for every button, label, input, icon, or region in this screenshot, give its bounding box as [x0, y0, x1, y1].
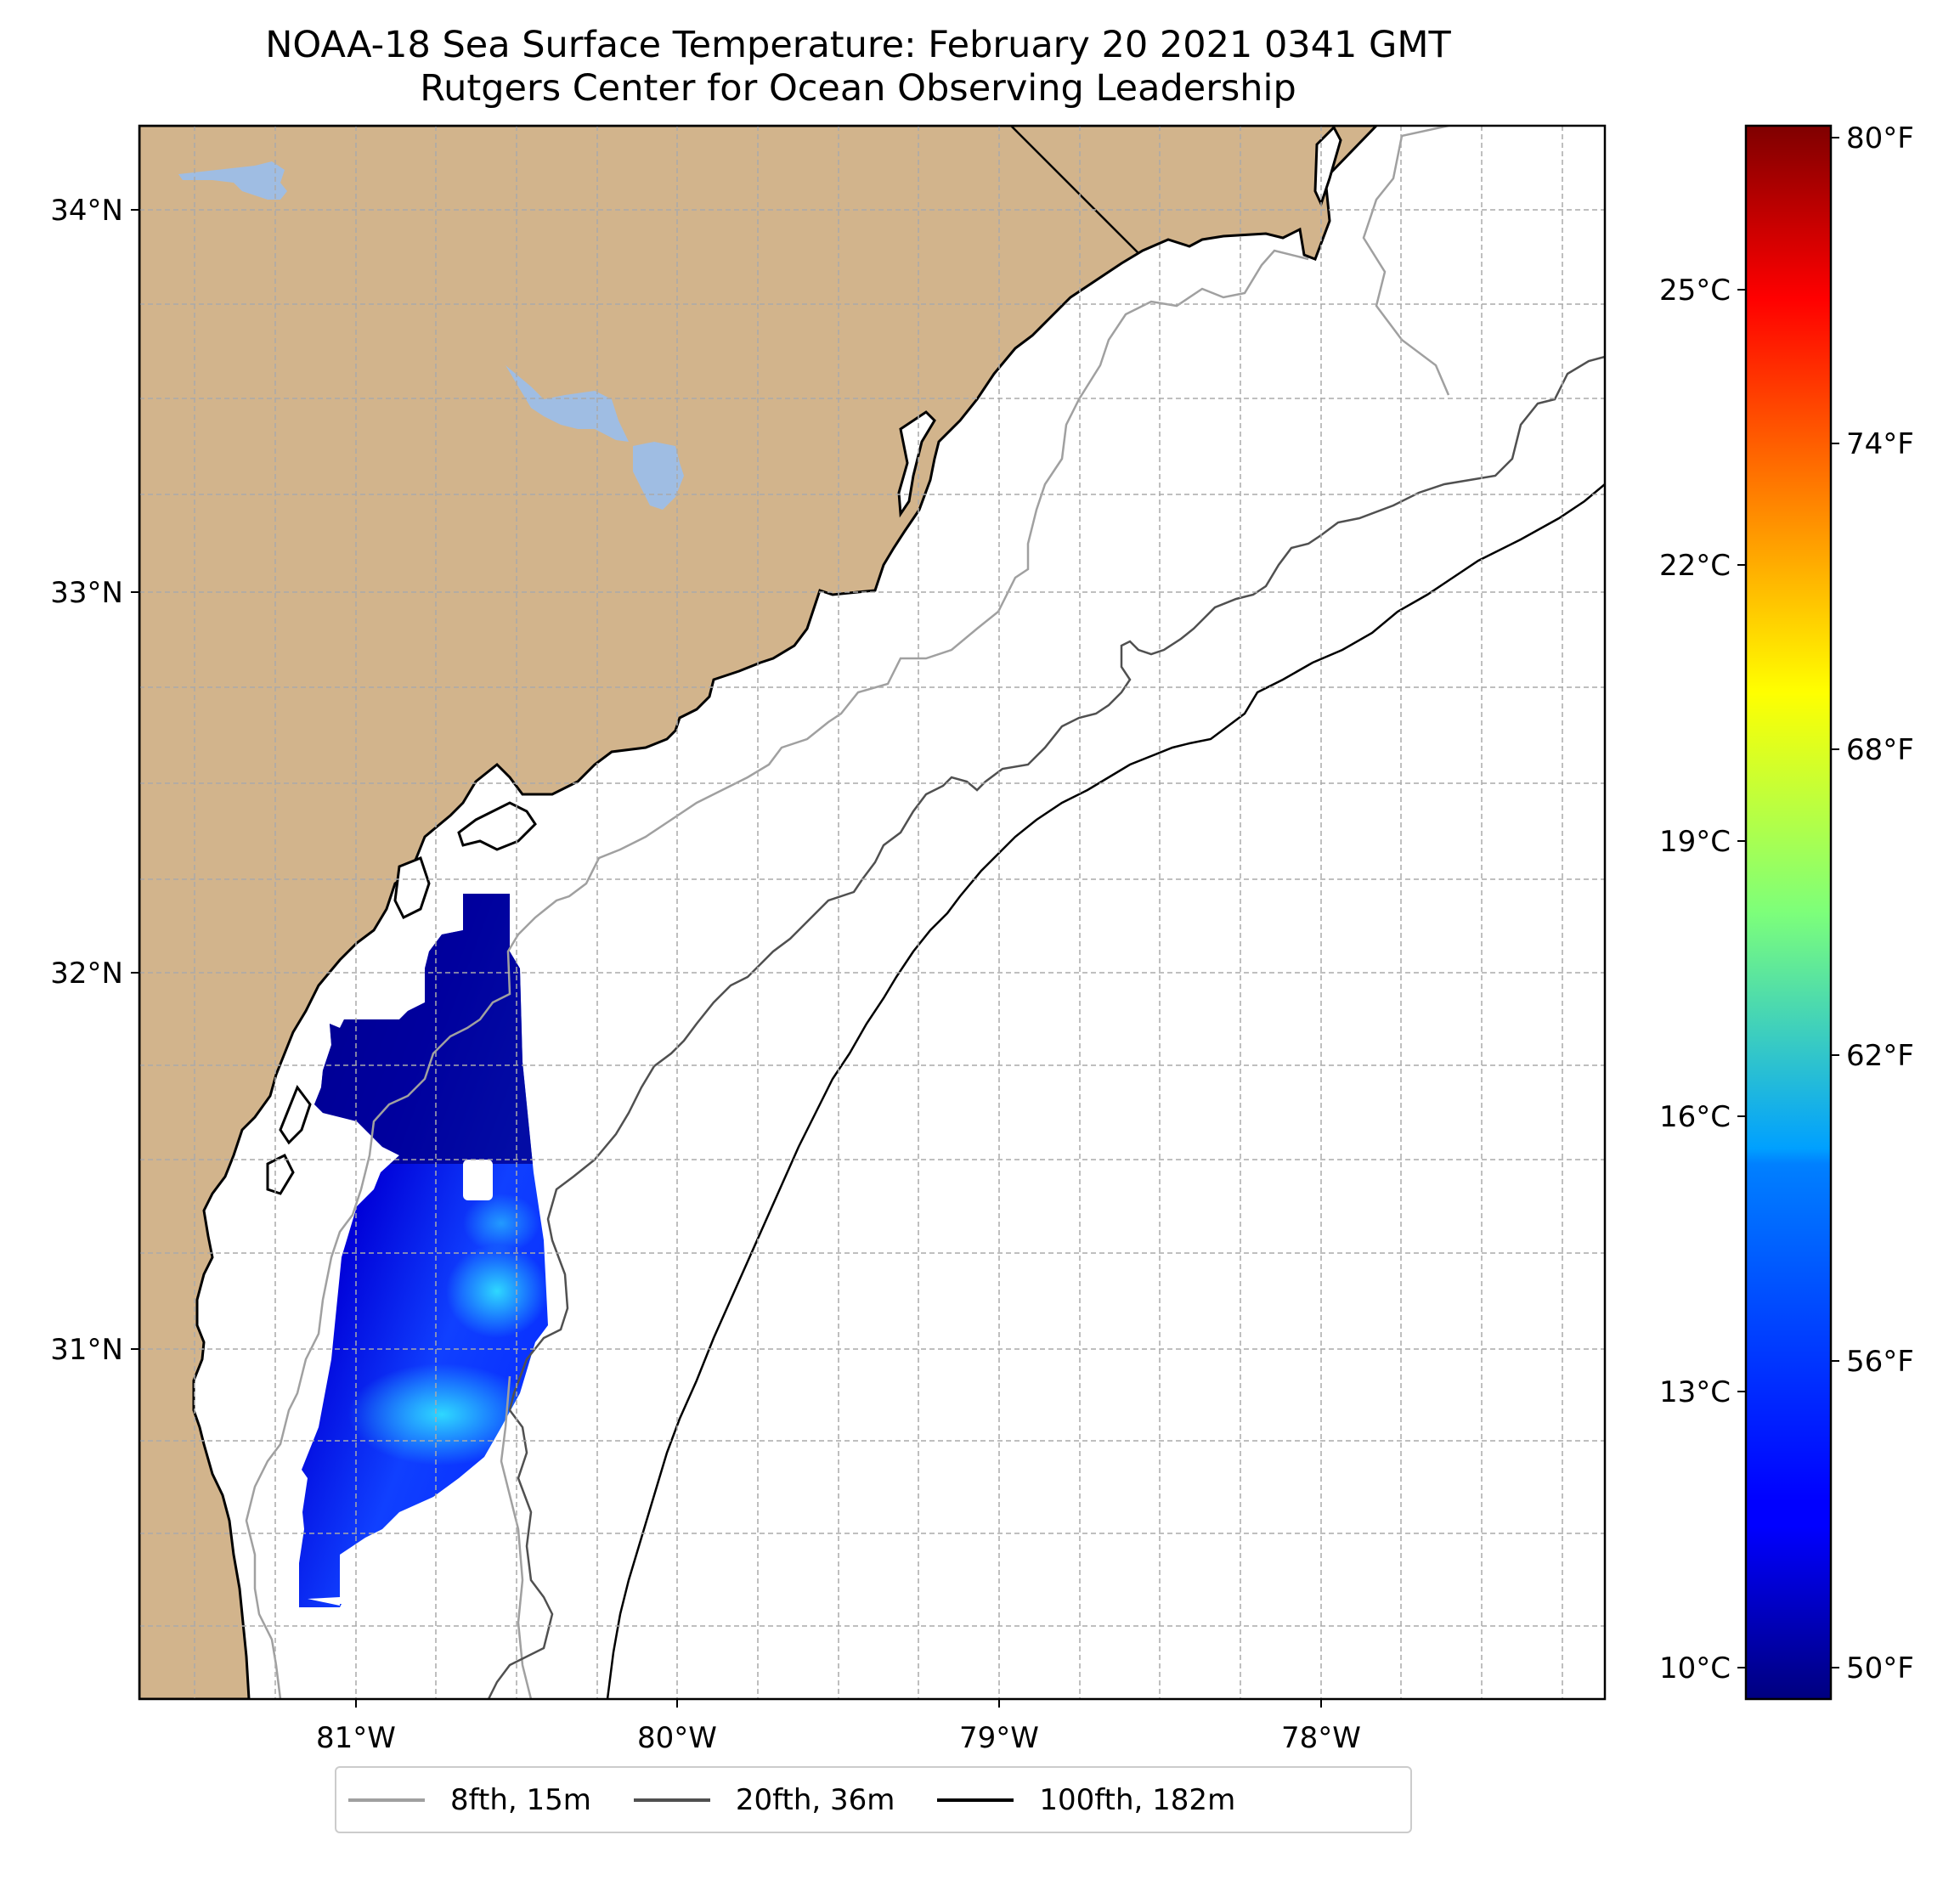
lat-label-34: 34°N — [50, 194, 123, 228]
lake-moultrie — [633, 442, 684, 510]
state-border — [1010, 126, 1139, 254]
colorbar-label-74f: 74°F — [1846, 427, 1914, 461]
colorbar — [1744, 124, 1833, 1701]
colorbar-label-13c: 13°C — [1659, 1375, 1731, 1409]
coastal-inlet — [393, 856, 431, 920]
legend-label-15m: 8fth, 15m — [450, 1782, 591, 1817]
colorbar-label-62f: 62°F — [1846, 1039, 1914, 1073]
lat-label-31: 31°N — [50, 1333, 123, 1367]
legend-item-182m: 100fth, 182m — [937, 1783, 1235, 1817]
lon-label-79: 79°W — [959, 1721, 1039, 1755]
coastal-inlet — [897, 410, 936, 518]
legend-label-182m: 100fth, 182m — [1039, 1782, 1236, 1817]
lat-label-32: 32°N — [50, 957, 123, 991]
legend-swatch-182m — [937, 1798, 1014, 1802]
coastal-inlet — [279, 1084, 312, 1145]
colorbar-label-68f: 68°F — [1846, 733, 1914, 767]
lat-label-33: 33°N — [50, 576, 123, 610]
lake-marion — [178, 161, 287, 200]
isobath-36m — [487, 355, 1605, 1699]
legend-swatch-36m — [633, 1798, 710, 1802]
legend-swatch-15m — [348, 1798, 425, 1802]
lon-label-80: 80°W — [637, 1721, 717, 1755]
colorbar-label-50f: 50°F — [1846, 1651, 1914, 1685]
map-title: NOAA-18 Sea Surface Temperature: Februar… — [0, 24, 1716, 110]
legend-item-36m: 20fth, 36m — [633, 1782, 895, 1817]
title-line-2: Rutgers Center for Ocean Observing Leade… — [420, 67, 1296, 110]
colorbar-label-56f: 56°F — [1846, 1345, 1914, 1379]
colorbar-label-16c: 16°C — [1659, 1100, 1731, 1134]
land-mass — [139, 126, 1379, 1699]
isobath-15m — [245, 126, 1450, 1699]
isobath-legend: 8fth, 15m 20fth, 36m 100fth, 182m — [335, 1766, 1412, 1833]
map-frame — [138, 124, 1607, 1701]
lake-moultrie-upper — [506, 365, 629, 442]
colorbar-ticks — [1737, 137, 1839, 1668]
colorbar-label-80f: 80°F — [1846, 121, 1914, 155]
axis-ticks — [131, 209, 1322, 1708]
title-line-1: NOAA-18 Sea Surface Temperature: Februar… — [265, 24, 1451, 66]
legend-item-15m: 8fth, 15m — [348, 1783, 591, 1817]
lon-label-81: 81°W — [316, 1721, 396, 1755]
graticule — [139, 126, 1605, 1699]
lon-label-78: 78°W — [1281, 1721, 1361, 1755]
colorbar-label-22c: 22°C — [1659, 549, 1731, 583]
colorbar-label-19c: 19°C — [1659, 825, 1731, 859]
isobath-182m — [606, 483, 1605, 1699]
colorbar-label-10c: 10°C — [1659, 1651, 1731, 1685]
coastal-inlet — [266, 1153, 295, 1195]
colorbar-label-25c: 25°C — [1659, 274, 1731, 308]
legend-label-36m: 20fth, 36m — [735, 1782, 895, 1817]
